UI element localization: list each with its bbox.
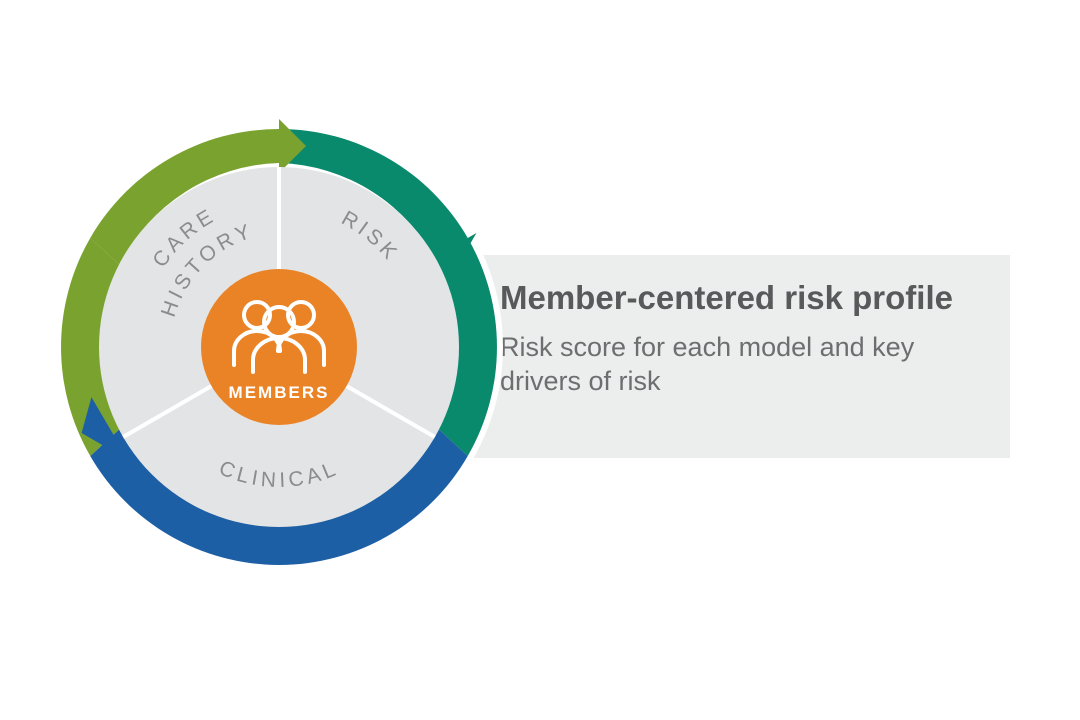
- center-label: MEMBERS: [229, 383, 330, 402]
- risk-profile-diagram: RISK CLINICAL CARE HISTORY MEMBERS: [0, 0, 1080, 720]
